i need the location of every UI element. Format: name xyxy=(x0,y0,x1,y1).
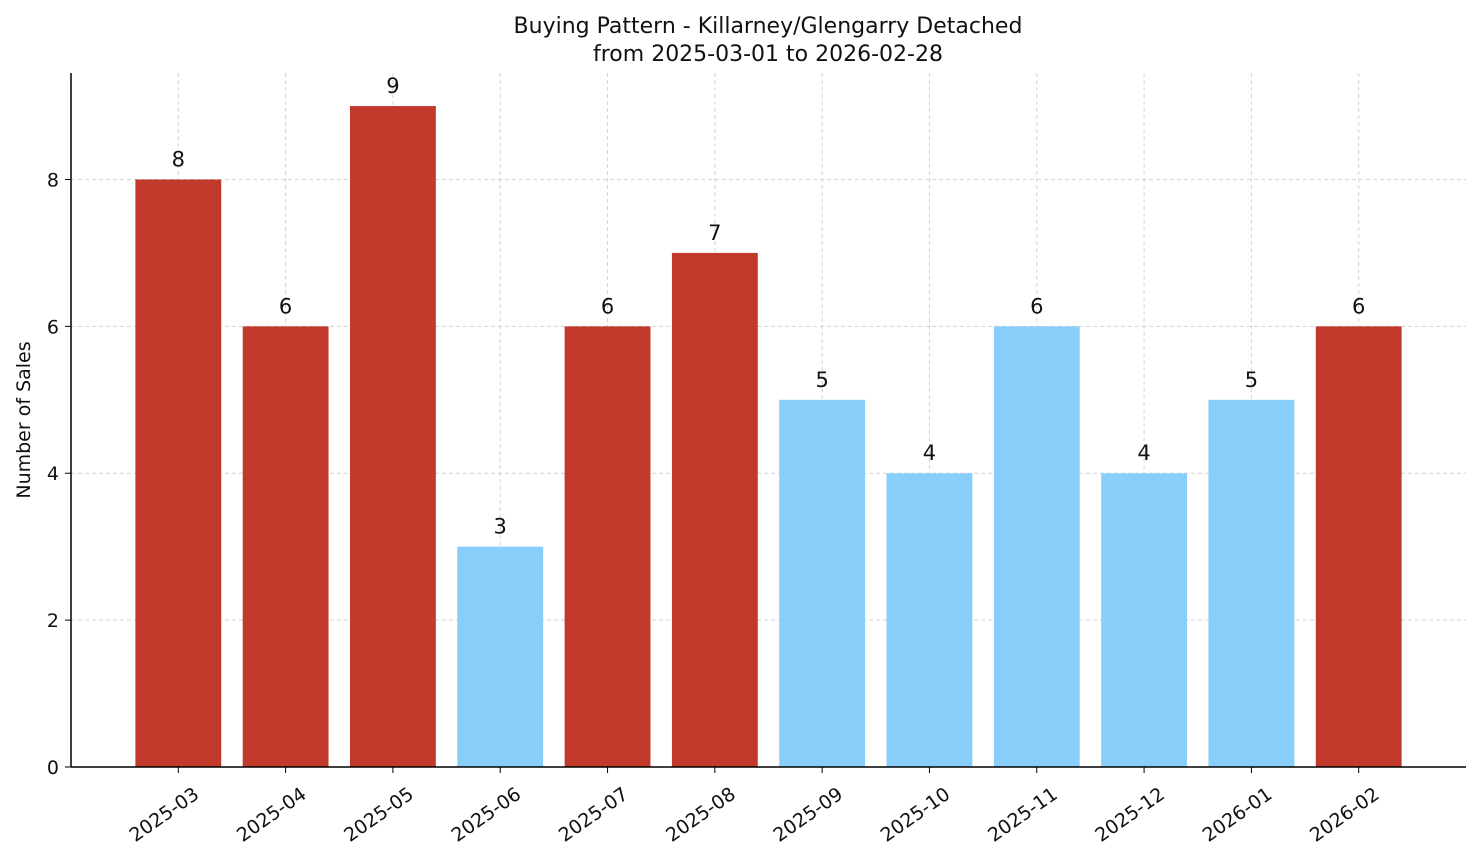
y-tick-label: 6 xyxy=(47,316,59,338)
x-tick-label: 2025-06 xyxy=(447,783,525,847)
x-tick-label: 2025-04 xyxy=(233,783,311,847)
value-label: 3 xyxy=(494,515,507,539)
y-tick-label: 0 xyxy=(47,757,59,779)
bar xyxy=(135,179,222,768)
value-label: 9 xyxy=(386,74,399,98)
value-label: 5 xyxy=(815,368,828,392)
x-tick-label: 2026-01 xyxy=(1199,783,1277,847)
y-tick-label: 8 xyxy=(47,169,59,191)
x-tick-label: 2026-02 xyxy=(1306,783,1384,847)
value-label: 7 xyxy=(708,221,721,245)
chart-title: Buying Pattern - Killarney/Glengarry Det… xyxy=(514,14,1023,39)
value-label: 6 xyxy=(601,294,614,318)
x-tick-label: 2025-07 xyxy=(555,783,633,847)
x-tick-label: 2025-10 xyxy=(877,783,955,847)
bar xyxy=(350,106,436,768)
bar xyxy=(1101,473,1187,767)
value-label: 6 xyxy=(1030,294,1043,318)
bar xyxy=(779,399,866,767)
chart-subtitle: from 2025-03-01 to 2026-02-28 xyxy=(593,42,943,67)
bar xyxy=(1315,326,1402,767)
bar xyxy=(1208,399,1295,767)
x-tick-label: 2025-12 xyxy=(1091,783,1169,847)
y-axis-label: Number of Sales xyxy=(13,341,35,498)
x-tick-label: 2025-11 xyxy=(984,783,1062,847)
value-label: 5 xyxy=(1245,368,1258,392)
x-tick-label: 2025-09 xyxy=(769,783,847,847)
x-tick-label: 2025-05 xyxy=(340,783,418,847)
value-label: 6 xyxy=(1352,294,1365,318)
bar xyxy=(457,546,544,767)
value-label: 4 xyxy=(923,441,936,465)
value-label: 6 xyxy=(279,294,292,318)
value-label: 8 xyxy=(172,147,185,171)
y-tick-label: 2 xyxy=(47,610,59,632)
y-tick-label: 4 xyxy=(47,463,59,485)
x-tick-label: 2025-08 xyxy=(662,783,740,847)
bar xyxy=(993,326,1080,767)
x-tick-label: 2025-03 xyxy=(126,783,204,847)
bar xyxy=(242,326,329,767)
bar xyxy=(671,252,758,768)
bar xyxy=(564,326,651,767)
bar xyxy=(886,473,973,767)
value-label: 4 xyxy=(1137,441,1150,465)
